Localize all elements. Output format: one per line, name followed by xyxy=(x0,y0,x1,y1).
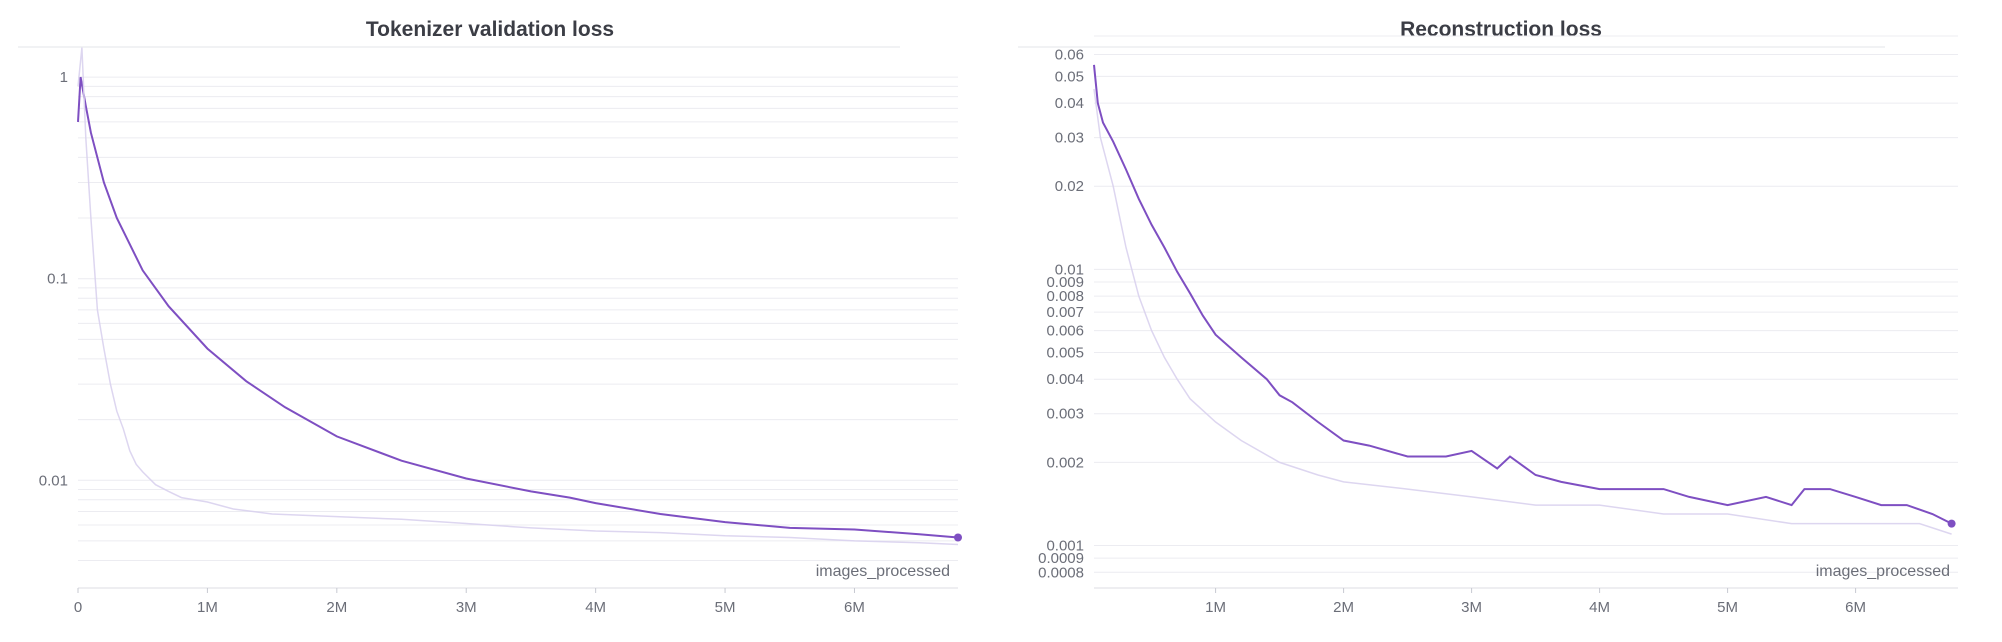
y-tick-label: 0.007 xyxy=(1046,304,1084,321)
y-tick-label: 0.009 xyxy=(1046,274,1084,291)
y-tick-label: 0.002 xyxy=(1046,454,1084,471)
chart-panel-tokenizer: Tokenizer validation loss 1 0.1 0.01 0 1M 2M 3… xyxy=(0,0,980,642)
y-tick-label: 0.02 xyxy=(1055,178,1084,195)
y-tick-label: 0.0009 xyxy=(1038,550,1084,567)
x-tick-label: 2M xyxy=(1333,599,1354,616)
series-end-marker xyxy=(1947,519,1956,528)
x-tick-label: 6M xyxy=(844,599,865,616)
series-end-marker xyxy=(954,533,962,542)
y-tick-label: 1 xyxy=(60,69,68,86)
x-tick-label: 3M xyxy=(456,599,477,616)
tokenizer-loss-chart: 1 0.1 0.01 0 1M 2M 3M 4M 5M 6M images_processed xyxy=(18,46,962,616)
y-tick-label: 0.1 xyxy=(47,271,68,288)
y-tick-label: 0.005 xyxy=(1046,344,1084,361)
y-tick-label: 0.06 xyxy=(1055,46,1084,63)
y-tick-label: 0.001 xyxy=(1046,537,1084,554)
y-tick-label: 0.004 xyxy=(1046,371,1084,388)
raw-series-line xyxy=(1093,88,1952,535)
y-tick-label: 0.01 xyxy=(39,472,68,489)
smoothed-series-line xyxy=(1093,64,1953,525)
x-tick-label: 3M xyxy=(1461,599,1482,616)
y-tick-label: 0.008 xyxy=(1046,288,1084,305)
y-tick-label: 0.03 xyxy=(1055,130,1084,147)
x-axis-label: images_processed xyxy=(1816,563,1950,580)
y-tick-label: 0.05 xyxy=(1055,68,1084,85)
x-tick-label: 2M xyxy=(326,599,347,616)
raw-series-line xyxy=(77,47,959,546)
x-tick-label: 4M xyxy=(1589,599,1610,616)
y-tick-label: 0.0008 xyxy=(1038,564,1084,581)
y-tick-label: 0.006 xyxy=(1046,323,1084,340)
chart-panel-reconstruction: Reconstruction loss 0.06 0.05 0.04 0.03 0.02… xyxy=(1000,0,2002,642)
x-tick-label: 5M xyxy=(715,599,736,616)
smoothed-series-line xyxy=(77,76,959,539)
x-tick-label: 6M xyxy=(1845,599,1866,616)
y-tick-label: 0.01 xyxy=(1055,261,1084,278)
x-tick-label: 1M xyxy=(197,599,218,616)
x-tick-label: 4M xyxy=(585,599,606,616)
chart-title: Reconstruction loss xyxy=(1400,18,1602,41)
x-axis-label: images_processed xyxy=(816,563,950,580)
x-tick-label: 0 xyxy=(74,599,82,616)
x-tick-label: 5M xyxy=(1717,599,1738,616)
y-tick-label: 0.003 xyxy=(1046,406,1084,423)
y-tick-label: 0.04 xyxy=(1055,95,1084,112)
x-tick-label: 1M xyxy=(1205,599,1226,616)
chart-title: Tokenizer validation loss xyxy=(365,18,615,41)
